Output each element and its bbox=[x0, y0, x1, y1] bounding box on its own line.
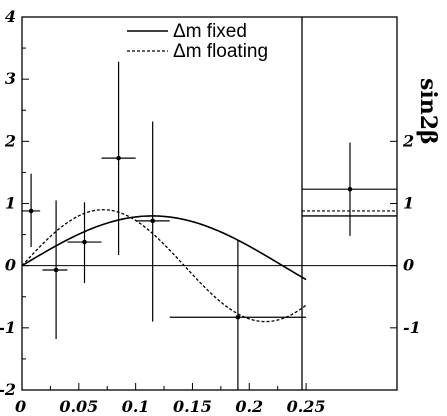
point-marker bbox=[116, 155, 121, 161]
right-tick-label: -1 bbox=[403, 318, 421, 337]
data-points bbox=[22, 61, 307, 390]
plot-border bbox=[21, 16, 398, 391]
data-point bbox=[135, 121, 170, 322]
x-tick-label: 0.15 bbox=[173, 397, 212, 416]
right-tick-label: 1 bbox=[403, 194, 414, 213]
data-point bbox=[22, 173, 41, 248]
curve-floating bbox=[21, 209, 307, 323]
y-tick-label: 3 bbox=[5, 69, 16, 88]
legend-label: Δm floating bbox=[173, 41, 268, 62]
plot-frame bbox=[21, 16, 398, 391]
point-marker bbox=[28, 208, 34, 214]
data-point bbox=[67, 202, 102, 284]
y-tick-label: 4 bbox=[5, 7, 16, 26]
y-tick-label: -2 bbox=[0, 380, 16, 399]
point-marker bbox=[82, 239, 87, 245]
side-point-marker bbox=[347, 186, 353, 192]
x-tick-label: 0.1 bbox=[122, 397, 150, 416]
x-tick-label: 0.05 bbox=[59, 397, 98, 416]
point-marker bbox=[53, 267, 59, 273]
data-point bbox=[42, 200, 68, 340]
x-tick-label: 0.25 bbox=[287, 397, 326, 416]
data-point bbox=[169, 239, 307, 390]
curve-fixed bbox=[21, 215, 307, 281]
y-tick-label: 0 bbox=[5, 256, 16, 275]
point-marker bbox=[150, 218, 155, 224]
legend-entry: Δm floating bbox=[127, 41, 268, 62]
right-axis-label: sin2β bbox=[415, 78, 441, 145]
right-tick-label: 2 bbox=[402, 131, 414, 150]
y-tick-label: 1 bbox=[5, 194, 16, 213]
legend-label: Δm fixed bbox=[173, 21, 247, 42]
point-marker bbox=[235, 314, 241, 320]
data-point bbox=[101, 61, 136, 256]
right-tick-label: 0 bbox=[403, 256, 414, 275]
axis-ticks: -2 -1 0 1 2 3 4 0 0.05 0.1 0.15 0.2 0.25 -1 0 1 2 bbox=[0, 7, 421, 416]
x-tick-label: 0 bbox=[15, 397, 26, 416]
side-panel bbox=[302, 142, 397, 236]
y-tick-label: -1 bbox=[0, 318, 16, 337]
x-tick-label: 0.2 bbox=[235, 397, 263, 416]
legend-entry: Δm fixed bbox=[127, 21, 247, 42]
curves bbox=[21, 209, 307, 323]
y-tick-label: 2 bbox=[4, 131, 16, 150]
